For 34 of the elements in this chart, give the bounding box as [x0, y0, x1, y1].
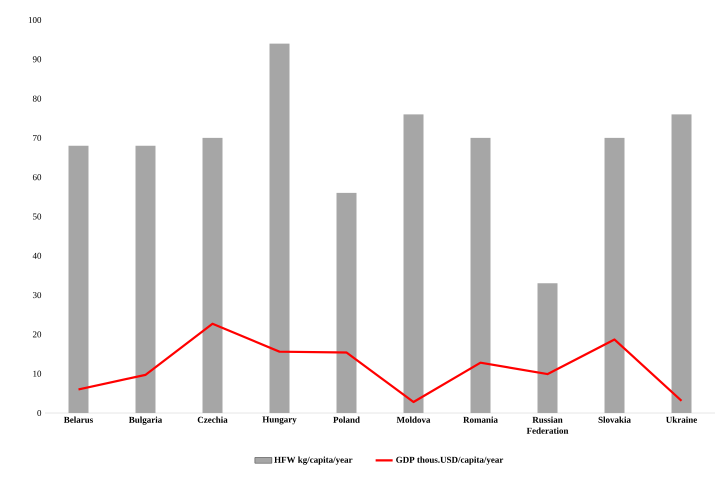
y-tick-label: 60 [32, 174, 42, 180]
bar [68, 146, 88, 413]
x-tick-label: Belarus [64, 416, 93, 423]
x-tick-label: Romania [463, 416, 498, 423]
bar [270, 44, 290, 413]
x-tick-label: Ukraine [666, 416, 697, 423]
bar [136, 146, 156, 413]
bar [470, 138, 491, 413]
legend-label: GDP thous.USD/capita/year [396, 456, 504, 465]
x-tick-label: Czechia [198, 416, 228, 423]
bar [404, 114, 424, 413]
legend-label: HFW kg/capita/year [274, 456, 352, 465]
y-tick-label: 50 [33, 213, 42, 220]
bar [538, 283, 558, 413]
bar [202, 138, 223, 413]
y-tick-label: 10 [33, 370, 42, 377]
x-tick-label: Slovakia [598, 416, 631, 423]
x-tick-label: Russian Federation [526, 416, 568, 434]
y-tick-label: 0 [37, 410, 42, 416]
x-tick-label: Moldova [396, 416, 430, 423]
y-tick-label: 70 [33, 134, 42, 141]
bar [604, 138, 625, 413]
x-tick-label: Hungary [262, 416, 297, 424]
x-tick-label: Poland [333, 416, 360, 423]
y-tick-label: 100 [28, 16, 42, 24]
y-tick-label: 30 [32, 292, 42, 298]
y-tick-label: 40 [32, 252, 42, 259]
bar [336, 192, 357, 413]
line-series [77, 322, 683, 404]
y-tick-label: 80 [32, 96, 42, 102]
y-tick-label: 20 [32, 331, 42, 338]
x-tick-label: Bulgaria [128, 416, 162, 425]
bar [672, 114, 692, 413]
y-tick-label: 90 [32, 56, 42, 62]
